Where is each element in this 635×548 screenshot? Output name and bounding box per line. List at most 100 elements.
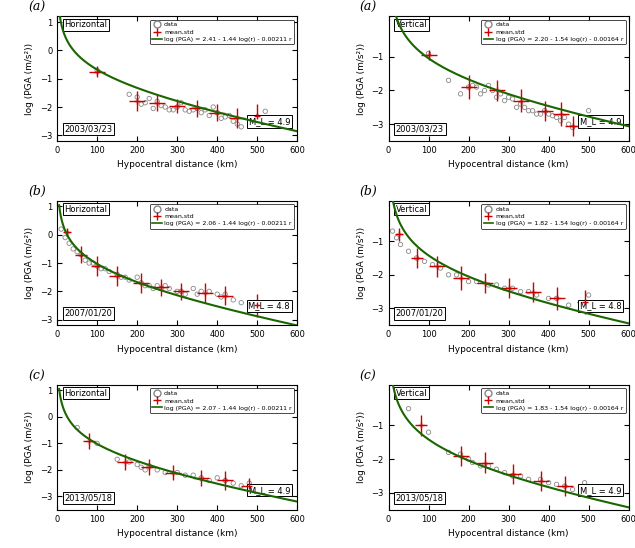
- Point: [424, 428, 434, 437]
- Text: M_L = 4.9: M_L = 4.9: [580, 117, 622, 126]
- Point: [204, 287, 214, 296]
- Text: 2003/03/23: 2003/03/23: [396, 124, 444, 134]
- Text: Vertical: Vertical: [396, 389, 427, 398]
- Point: [144, 461, 154, 470]
- Point: [495, 89, 505, 98]
- X-axis label: Hypocentral distance (km): Hypocentral distance (km): [448, 161, 569, 169]
- Point: [403, 247, 413, 256]
- Point: [212, 109, 222, 117]
- Text: (a): (a): [359, 1, 377, 14]
- Point: [516, 100, 526, 109]
- Legend: data, mean,std, log (PGA) = 2.41 - 1.44 log(r) - 0.00211 r: data, mean,std, log (PGA) = 2.41 - 1.44 …: [150, 20, 294, 44]
- Point: [68, 244, 78, 253]
- Point: [196, 287, 206, 296]
- Point: [136, 278, 146, 287]
- Point: [552, 294, 562, 302]
- Y-axis label: log (PGA (m/s²)): log (PGA (m/s²)): [357, 412, 366, 483]
- Point: [164, 284, 174, 293]
- Point: [387, 227, 398, 236]
- Point: [228, 479, 238, 488]
- Point: [443, 76, 453, 85]
- Point: [244, 479, 255, 488]
- Point: [584, 106, 594, 115]
- Point: [216, 114, 226, 123]
- Text: Horizontal: Horizontal: [64, 20, 107, 29]
- Y-axis label: log (PGA (m/s²)): log (PGA (m/s²)): [357, 43, 366, 115]
- Point: [144, 94, 154, 103]
- Point: [204, 476, 214, 485]
- Point: [188, 105, 198, 114]
- Point: [575, 304, 585, 313]
- Point: [232, 119, 243, 128]
- Point: [156, 101, 166, 110]
- Text: Horizontal: Horizontal: [64, 389, 107, 398]
- Point: [443, 270, 453, 279]
- Point: [172, 468, 182, 477]
- Point: [544, 294, 554, 302]
- Point: [427, 260, 438, 269]
- Point: [72, 247, 83, 256]
- Point: [464, 277, 474, 286]
- Text: 2013/05/18: 2013/05/18: [64, 493, 112, 502]
- Point: [228, 295, 238, 304]
- Point: [152, 465, 163, 474]
- Point: [228, 117, 238, 125]
- Point: [472, 277, 482, 286]
- Point: [112, 270, 123, 279]
- Text: Vertical: Vertical: [396, 20, 427, 29]
- Text: (b): (b): [29, 185, 46, 198]
- Legend: data, mean,std, log (PGA) = 1.83 - 1.54 log(r) - 0.00164 r: data, mean,std, log (PGA) = 1.83 - 1.54 …: [481, 388, 625, 413]
- Point: [180, 290, 190, 299]
- Point: [56, 225, 66, 233]
- Point: [500, 96, 510, 105]
- Point: [483, 81, 493, 90]
- Point: [500, 284, 510, 293]
- Point: [220, 112, 231, 121]
- Point: [132, 273, 142, 282]
- Point: [76, 250, 86, 259]
- Point: [252, 112, 262, 121]
- Point: [535, 475, 545, 484]
- Point: [136, 463, 146, 472]
- Point: [411, 254, 422, 262]
- Point: [124, 90, 134, 99]
- Point: [236, 481, 246, 490]
- Point: [563, 301, 573, 310]
- Point: [516, 287, 526, 296]
- Text: M_L = 4.8: M_L = 4.8: [248, 301, 290, 310]
- Point: [104, 267, 114, 276]
- Text: (a): (a): [29, 1, 46, 14]
- Point: [152, 97, 163, 106]
- Point: [491, 465, 502, 473]
- Legend: data, mean,std, log (PGA) = 2.06 - 1.44 log(r) - 0.00211 r: data, mean,std, log (PGA) = 2.06 - 1.44 …: [150, 204, 294, 229]
- Point: [507, 284, 518, 293]
- Point: [424, 49, 434, 58]
- Point: [192, 290, 203, 299]
- Point: [464, 455, 474, 464]
- Text: M_L = 4.8: M_L = 4.8: [580, 301, 622, 310]
- Point: [260, 107, 271, 116]
- Point: [519, 103, 530, 112]
- Point: [544, 110, 554, 118]
- Point: [580, 478, 590, 487]
- Point: [568, 485, 578, 494]
- Point: [92, 439, 102, 448]
- Y-axis label: log (PGA (m/s²)): log (PGA (m/s²)): [25, 43, 34, 115]
- X-axis label: Hypocentral distance (km): Hypocentral distance (km): [448, 345, 569, 353]
- Point: [403, 404, 413, 413]
- Point: [180, 471, 190, 480]
- Point: [140, 465, 150, 474]
- Point: [84, 259, 94, 267]
- Legend: data, mean,std, log (PGA) = 2.20 - 1.54 log(r) - 0.00164 r: data, mean,std, log (PGA) = 2.20 - 1.54 …: [481, 20, 625, 44]
- Point: [467, 81, 478, 90]
- Point: [136, 100, 146, 109]
- Text: 2007/01/20: 2007/01/20: [396, 309, 444, 318]
- Point: [552, 480, 562, 489]
- Point: [260, 304, 271, 313]
- Point: [256, 484, 266, 493]
- Point: [467, 458, 478, 467]
- Point: [479, 86, 490, 95]
- Point: [563, 120, 573, 129]
- Point: [172, 287, 182, 296]
- Point: [176, 287, 186, 296]
